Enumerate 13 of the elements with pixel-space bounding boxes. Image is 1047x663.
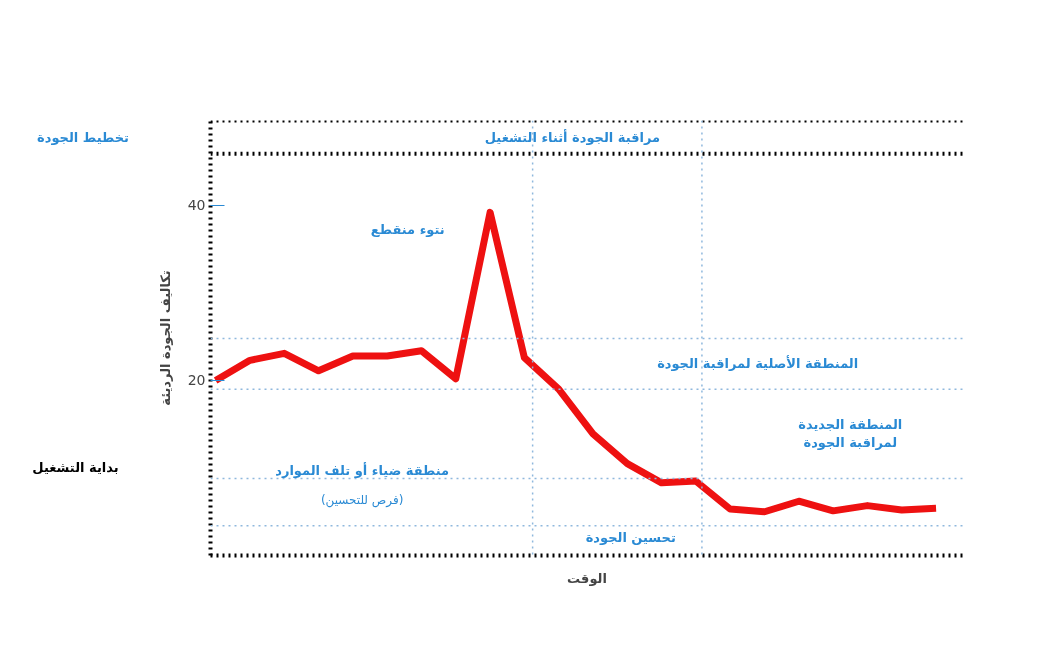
annotation: منطقة ضياء أو تلف الموارد: [275, 462, 450, 479]
annotation: (فرص للتحسين): [320, 493, 404, 509]
text: تخطيط الجودة: [37, 129, 129, 145]
y-tick-label: 40: [187, 197, 206, 214]
annotation: نتوء منقطع: [370, 222, 445, 238]
ref-line-label: المنطقة الجديدة لمراقبة الجودة: [798, 416, 903, 450]
text: بداية التشغيل: [32, 459, 119, 475]
annotation: مراقبة الجودة أثناء التشغيل: [484, 128, 661, 145]
y-axis-title: تكاليف الجودة الرديئة: [157, 270, 173, 406]
annotation: تحسين الجودة: [585, 529, 676, 545]
y-tick-label: 20: [187, 372, 206, 389]
ref-line-label: المنطقة الأصلية لمراقبة الجودة: [657, 354, 859, 371]
x-axis-title: الوقت: [567, 570, 607, 586]
